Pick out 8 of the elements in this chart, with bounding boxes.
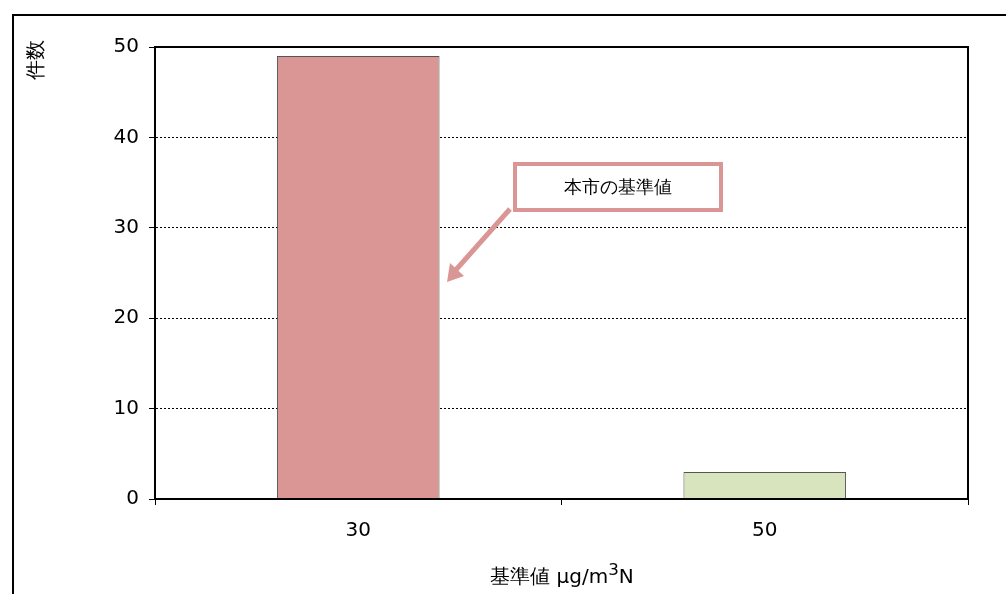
y-tick-label: 20 xyxy=(113,304,139,329)
y-tick-label: 40 xyxy=(113,123,139,148)
x-axis-title: 基準値 μg/m$^{3}$N xyxy=(489,560,635,590)
y-tick-label: 50 xyxy=(113,33,139,58)
y-tick-label: 10 xyxy=(113,394,139,419)
y-axis-title: 件数 xyxy=(22,40,48,80)
y-tick-label: 0 xyxy=(126,485,139,510)
y-tick-label: 30 xyxy=(113,214,139,238)
